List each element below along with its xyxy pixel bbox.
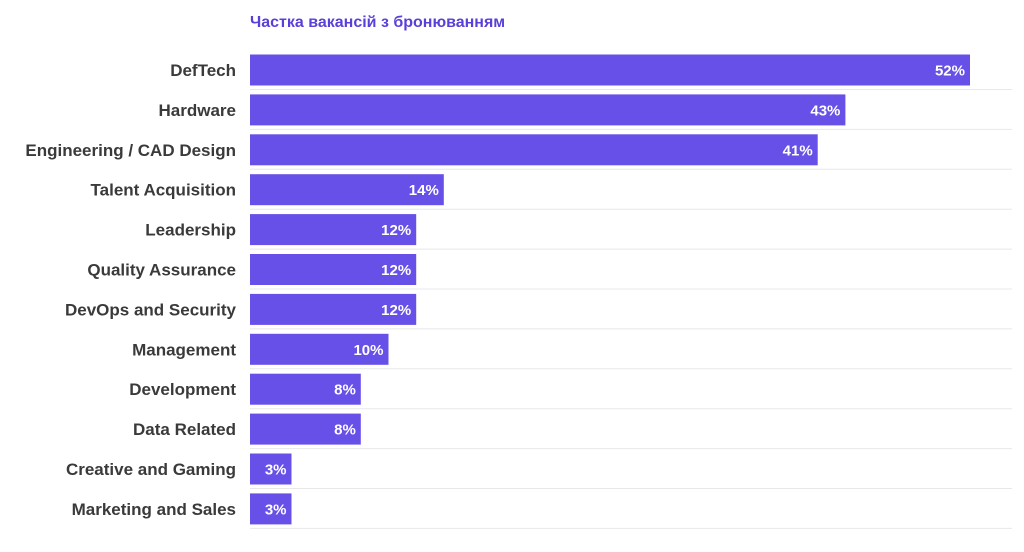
value-label: 14% bbox=[409, 182, 439, 199]
bar-devops-and-security bbox=[250, 293, 417, 325]
value-label: 8% bbox=[334, 422, 356, 439]
category-label: Engineering / CAD Design bbox=[25, 141, 236, 160]
bar-data-related bbox=[250, 413, 361, 445]
category-label: Talent Acquisition bbox=[91, 181, 236, 200]
value-label: 12% bbox=[381, 262, 411, 279]
value-label: 52% bbox=[935, 63, 965, 80]
value-label: 8% bbox=[334, 382, 356, 399]
category-label: Leadership bbox=[145, 221, 236, 240]
category-label: Management bbox=[132, 340, 236, 359]
category-label: DevOps and Security bbox=[65, 300, 237, 319]
bar-creative-and-gaming bbox=[250, 453, 292, 485]
grid-lines bbox=[250, 89, 1012, 529]
value-label: 43% bbox=[810, 102, 840, 119]
value-labels: 52% 43% 41% 14% 12% 12% 12% 10% 8% 8% 3% 3% bbox=[265, 63, 965, 519]
category-label: Creative and Gaming bbox=[66, 460, 236, 479]
value-label: 12% bbox=[381, 302, 411, 319]
bar-marketing-and-sales bbox=[250, 493, 292, 525]
category-label: Marketing and Sales bbox=[72, 500, 236, 519]
value-label: 12% bbox=[381, 222, 411, 239]
bar-hardware bbox=[250, 94, 846, 126]
bar-quality-assurance bbox=[250, 254, 417, 285]
bar-talent-acquisition bbox=[250, 174, 444, 206]
category-label: Quality Assurance bbox=[87, 261, 236, 280]
category-label: Hardware bbox=[159, 101, 236, 120]
value-label: 10% bbox=[353, 342, 383, 359]
chart-title: Частка вакансій з бронюванням bbox=[250, 14, 506, 31]
category-label: Development bbox=[129, 380, 236, 399]
value-label: 3% bbox=[265, 462, 287, 479]
value-label: 41% bbox=[783, 142, 813, 159]
bar-development bbox=[250, 373, 361, 405]
category-labels: DefTech Hardware Engineering / CAD Design T… bbox=[25, 61, 236, 519]
bar-leadership bbox=[250, 214, 417, 246]
category-label: Data Related bbox=[133, 420, 236, 439]
bar-deftech bbox=[250, 54, 970, 86]
value-label: 3% bbox=[265, 501, 287, 518]
bar-engineering-cad-design bbox=[250, 134, 818, 166]
bar-management bbox=[250, 333, 389, 365]
category-label: DefTech bbox=[170, 61, 236, 80]
bars bbox=[250, 54, 970, 525]
